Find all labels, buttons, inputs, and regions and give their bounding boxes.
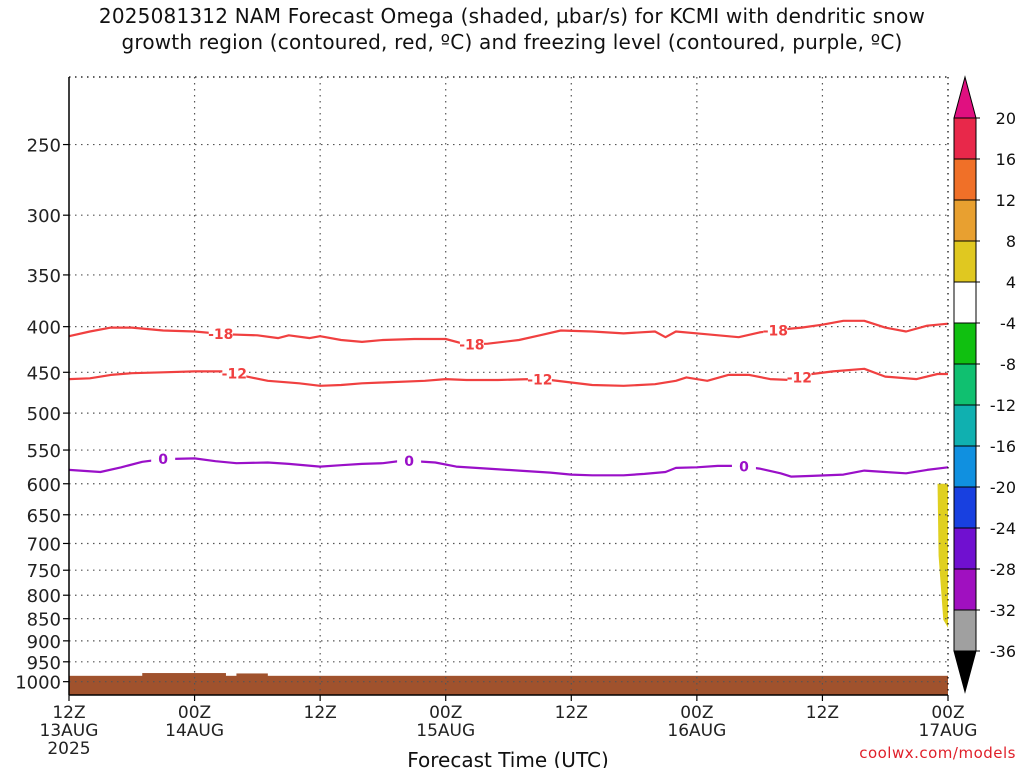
colorbar-label: 12 <box>996 191 1016 210</box>
omega-colorbar: 20 16 12 8 4 -4 -8 -12 -16 -20 -24 -28 -32 -36 <box>953 75 1016 694</box>
colorbar-segment <box>953 199 977 242</box>
colorbar-label: -24 <box>990 519 1016 538</box>
contour-label: -18 <box>459 337 484 353</box>
terrain-bump <box>236 673 268 677</box>
contour-label: -12 <box>527 373 552 389</box>
omega-shaded-region <box>937 483 948 628</box>
x-tick-label: 2025 <box>47 739 90 759</box>
colorbar-segment <box>953 281 977 324</box>
contour-label-bg <box>397 452 422 468</box>
x-tick-label: 15AUG <box>416 721 475 741</box>
y-tick-label: 950 <box>27 653 61 674</box>
contour-label-bg <box>222 365 247 381</box>
contour-label: 0 <box>739 460 749 476</box>
y-tick-label: 800 <box>27 586 61 607</box>
y-tick-label: 650 <box>27 506 61 527</box>
colorbar-segment <box>953 486 977 529</box>
y-tick-label: 250 <box>27 136 61 157</box>
contour-label: -18 <box>763 323 788 339</box>
terrain-bump <box>142 673 226 677</box>
x-tick-label: 14AUG <box>165 721 224 741</box>
colorbar-segment <box>953 117 977 160</box>
y-tick-label: 900 <box>27 632 61 653</box>
contour-label-bg <box>731 458 756 474</box>
colorbar-label: 20 <box>996 109 1016 128</box>
credit-text: coolwx.com/models <box>859 744 1016 762</box>
contour-label-bg <box>527 371 552 387</box>
x-tick-label: 00Z <box>429 703 462 723</box>
y-tick-label: 750 <box>27 561 61 582</box>
contour-line-0 <box>68 457 949 478</box>
colorbar-segment <box>953 445 977 488</box>
colorbar-segment <box>953 363 977 406</box>
contour-label-bg <box>151 451 176 467</box>
colorbar-label: -16 <box>990 437 1016 456</box>
colorbar-label: 4 <box>1006 273 1016 292</box>
chart-title-line-2: growth region (contoured, red, ºC) and f… <box>121 30 903 54</box>
x-tick-label: 00Z <box>680 703 713 723</box>
contour-label: 0 <box>404 454 414 470</box>
x-tick-label: 00Z <box>931 703 964 723</box>
y-tick-label: 1000 <box>15 673 61 694</box>
x-tick-label: 12Z <box>52 703 85 723</box>
contour-label: -12 <box>787 371 812 387</box>
colorbar-segment <box>953 240 977 283</box>
y-tick-label: 850 <box>27 610 61 631</box>
chart-title-line-1: 2025081312 NAM Forecast Omega (shaded, µ… <box>98 4 926 28</box>
colorbar-bottom-arrow <box>953 650 977 694</box>
colorbar-label: -20 <box>990 478 1016 497</box>
colorbar-label: -32 <box>990 601 1016 620</box>
colorbar-segment <box>953 158 977 201</box>
contour-label: -18 <box>208 327 233 343</box>
colorbar-segment <box>953 404 977 447</box>
colorbar-label: 16 <box>996 150 1016 169</box>
y-tick-label: 450 <box>27 363 61 384</box>
x-tick-label: 16AUG <box>667 721 726 741</box>
contour-line--18 <box>68 319 949 346</box>
contour-label-bg <box>787 369 812 385</box>
pressure-axis: 2503003504004505005506006507007508008509… <box>15 136 69 694</box>
x-tick-label: 12Z <box>555 703 588 723</box>
colorbar-segment <box>953 527 977 570</box>
colorbar-segment <box>953 609 977 652</box>
colorbar-label: -36 <box>990 642 1016 661</box>
contour-label-bg <box>208 325 233 341</box>
contour-label-bg <box>763 322 788 338</box>
colorbar-label: -4 <box>1000 314 1016 333</box>
colorbar-label: 8 <box>1006 232 1016 251</box>
contour-label-bg <box>459 336 484 352</box>
y-tick-label: 350 <box>27 266 61 287</box>
x-tick-label: 00Z <box>178 703 211 723</box>
colorbar-label: -12 <box>990 396 1016 415</box>
contour-label: -12 <box>222 366 247 382</box>
plot-area: -18 -18 -18 -12 -12 -12 0 0 0 <box>68 76 949 696</box>
y-tick-label: 700 <box>27 534 61 555</box>
y-tick-label: 500 <box>27 404 61 425</box>
colorbar-segment <box>953 568 977 611</box>
colorbar-label: -28 <box>990 560 1016 579</box>
x-tick-label: 17AUG <box>919 721 978 741</box>
x-tick-label: 12Z <box>806 703 839 723</box>
colorbar-top-arrow <box>953 75 977 119</box>
y-tick-label: 300 <box>27 206 61 227</box>
x-tick-label: 12Z <box>304 703 337 723</box>
y-tick-label: 550 <box>27 441 61 462</box>
terrain-fill <box>69 675 948 695</box>
x-tick-label: 13AUG <box>40 721 99 741</box>
x-axis-title: Forecast Time (UTC) <box>407 748 609 768</box>
colorbar-label: -8 <box>1000 355 1016 374</box>
y-tick-label: 600 <box>27 475 61 496</box>
y-tick-label: 400 <box>27 318 61 339</box>
contour-label: 0 <box>158 452 168 468</box>
contour-line--12 <box>68 367 948 387</box>
colorbar-segment <box>953 322 977 365</box>
